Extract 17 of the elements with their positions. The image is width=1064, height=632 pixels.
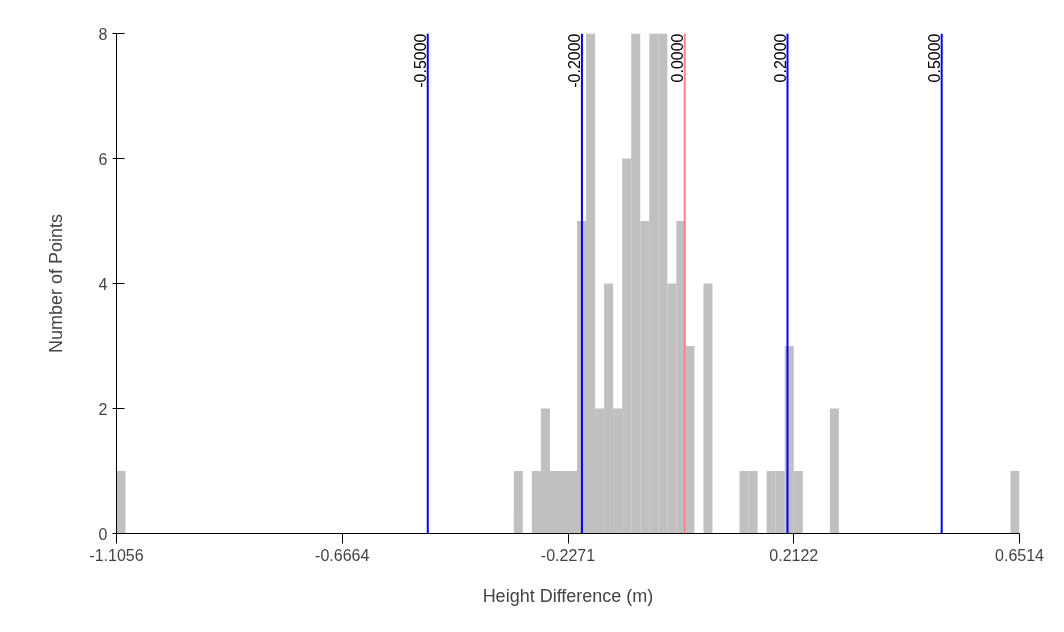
ref-line-label: 0.2000 — [771, 33, 789, 83]
y-tick-label: 2 — [98, 400, 108, 418]
ref-line-label: -0.2000 — [565, 33, 583, 88]
ref-line-label: -0.5000 — [411, 33, 429, 88]
x-tick-label: -0.6664 — [315, 546, 370, 564]
x-tick-label: -0.2271 — [540, 546, 596, 564]
x-axis-title: Height Difference (m) — [482, 585, 654, 606]
x-tick-label: -1.1056 — [89, 546, 144, 564]
y-axis-title: Number of Points — [45, 213, 66, 354]
ref-line-label: 0.0000 — [668, 33, 686, 83]
y-tick-label: 6 — [98, 150, 108, 168]
y-tick-label: 4 — [98, 275, 108, 293]
y-tick-label: 0 — [98, 525, 108, 543]
y-tick-label: 8 — [98, 25, 108, 43]
x-tick-label: 0.2122 — [769, 546, 819, 564]
x-tick-label: 0.6514 — [995, 546, 1045, 564]
ref-line-label: 0.5000 — [925, 33, 943, 83]
